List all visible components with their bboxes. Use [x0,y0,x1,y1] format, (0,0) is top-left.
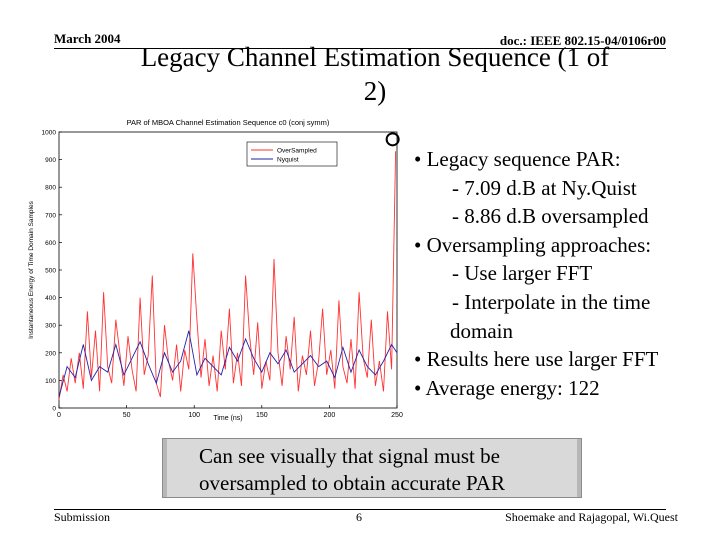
bullet-item: • Results here use larger FFT [414,347,659,372]
chart-title: PAR of MBOA Channel Estimation Sequence … [127,118,330,127]
header-rule [54,48,666,49]
legend-entry: OverSampled [277,148,317,155]
x-tick-label: 0 [57,412,61,419]
bullet-subitem: - Interpolate in the time [452,289,651,314]
y-axis-label: Instantaneous Energy of Time Domain Samp… [28,200,35,338]
x-tick-label: 200 [324,412,336,419]
title-line-1: Legacy Channel Estimation Sequence (1 of [140,42,610,72]
footer-authors: Shoemake and Rajagopal, Wi.Quest [505,510,678,524]
legend-entry: Nyquist [277,157,299,164]
callout-box: Can see visually that signal must be ove… [162,438,582,498]
slide-title: Legacy Channel Estimation Sequence (1 of… [110,40,640,108]
y-tick-label: 0 [52,406,56,413]
series-line-oversampled [58,151,397,400]
y-tick-label: 900 [45,157,56,164]
y-tick-label: 1000 [42,130,57,137]
y-tick-label: 400 [45,295,56,302]
bullet-subitem: - Use larger FFT [452,261,593,286]
plot-area [58,131,398,409]
callout-text: Can see visually that signal must be ove… [167,439,577,497]
header-doc-number: doc.: IEEE 802.15-04/0106r00 [499,33,666,48]
bullet-item: • Oversampling approaches: [414,232,652,257]
y-tick-label: 300 [45,323,56,330]
x-tick-label: 100 [188,412,200,419]
y-tick-label: 700 [45,212,56,219]
x-tick-label: 150 [256,412,268,419]
bullet-subitem: - 8.86 d.B oversampled [452,204,649,229]
legend-box [246,141,338,167]
peak-highlight-circle [385,132,400,147]
footer-submission: Submission [54,510,111,524]
header-date: March 2004 [54,31,121,46]
bullet-item: • Average energy: 122 [414,375,600,400]
y-tick-label: 500 [45,268,56,275]
y-tick-label: 100 [45,378,56,385]
bullet-subitem: domain [450,318,513,343]
bullet-item: • Legacy sequence PAR: [414,147,621,171]
x-tick-label: 250 [391,412,403,419]
y-tick-label: 800 [45,185,56,192]
y-tick-label: 200 [45,350,56,357]
callout-line-1: Can see visually that signal must be [199,444,500,468]
x-tick-label: 50 [123,412,131,419]
y-tick-label: 600 [45,240,56,247]
footer-rule [54,509,666,510]
bullet-subitem: - 7.09 d.B at Ny.Quist [452,175,637,200]
bullet-list: • Legacy sequence PAR: - 7.09 d.B at Ny.… [414,145,714,402]
footer-page-number: 6 [356,510,362,524]
x-axis-label: Time (ns) [213,415,242,422]
callout-line-2: oversampled to obtain accurate PAR [199,471,505,495]
title-line-2: 2) [363,76,387,106]
par-chart: PAR of MBOA Channel Estimation Sequence … [28,118,403,422]
series-line-nyquist [58,330,398,398]
